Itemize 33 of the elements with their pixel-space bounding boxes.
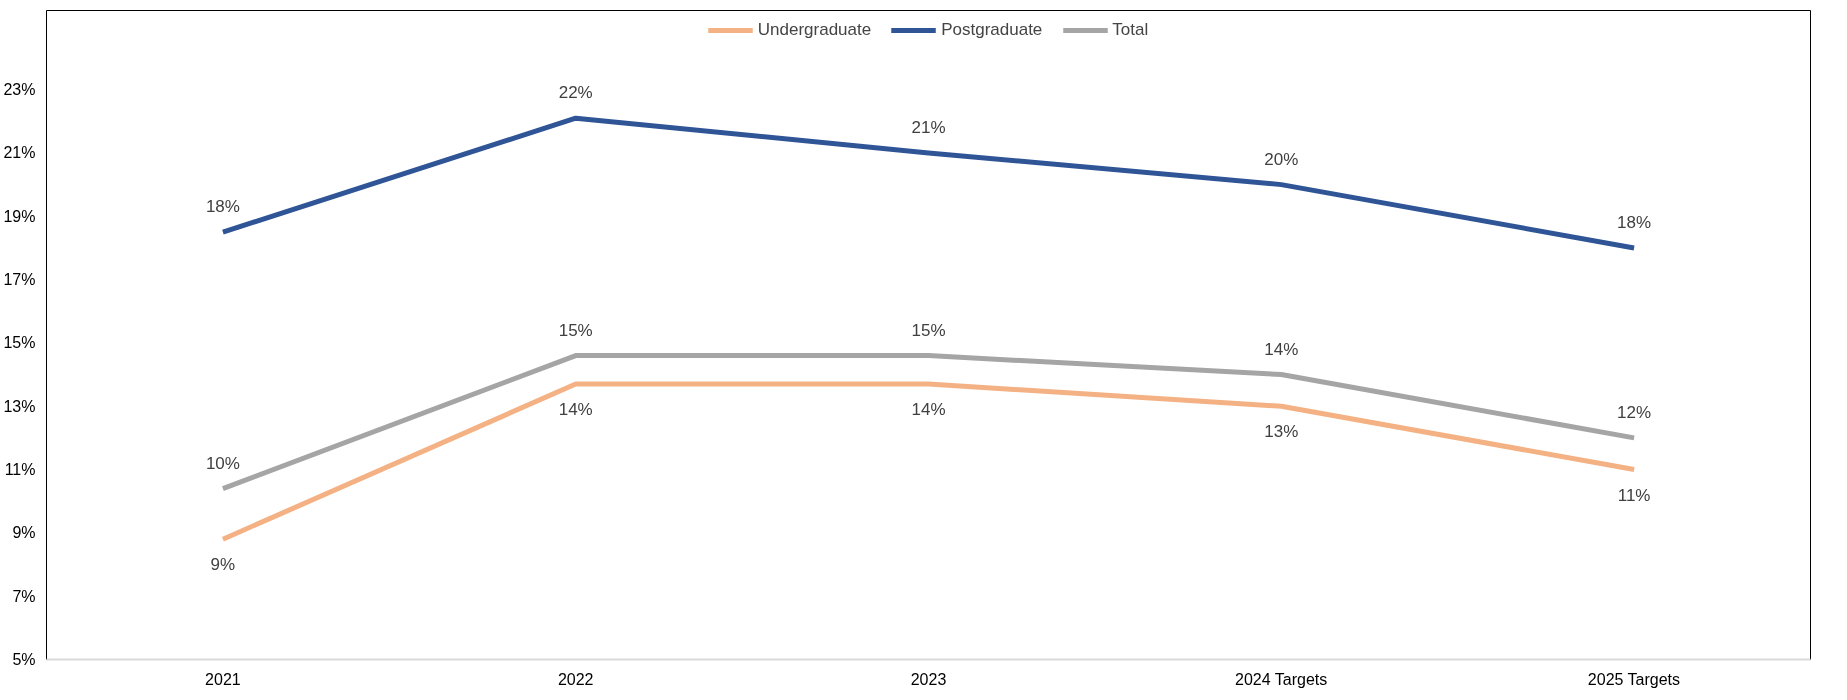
y-tick-label: 15% [3, 334, 36, 352]
y-tick-label: 21% [3, 144, 36, 162]
x-tick-label: 2025 Targets [1587, 670, 1681, 688]
data-label: 15% [558, 320, 593, 340]
data-label: 22% [558, 83, 593, 103]
y-tick-label: 13% [3, 397, 36, 415]
y-tick-label: 19% [3, 207, 36, 225]
x-tick-label: 2022 [557, 670, 594, 688]
data-label: 14% [1264, 339, 1299, 359]
x-tick-label: 2021 [205, 670, 241, 688]
data-label: 11% [1617, 485, 1651, 505]
data-label: 18% [205, 197, 240, 217]
data-label: 9% [210, 555, 236, 575]
y-tick-label: 17% [3, 271, 36, 289]
data-label: 13% [1264, 422, 1299, 442]
legend-label: Postgraduate [941, 20, 1043, 40]
y-tick-label: 7% [12, 587, 36, 605]
y-tick-label: 5% [12, 651, 36, 668]
data-label: 14% [558, 400, 593, 420]
y-tick-label: 23% [3, 81, 36, 99]
x-tick-label: 2023 [910, 670, 947, 688]
data-label: 20% [1264, 149, 1299, 169]
data-label: 10% [205, 453, 240, 473]
data-label: 14% [911, 400, 946, 420]
y-tick-label: 9% [12, 524, 36, 542]
data-label: 21% [911, 117, 946, 137]
legend-label: Total [1112, 20, 1149, 40]
data-label: 18% [1617, 212, 1652, 232]
data-label: 12% [1617, 402, 1652, 422]
data-label: 15% [911, 320, 946, 340]
y-tick-label: 11% [4, 461, 36, 479]
x-tick-label: 2024 Targets [1235, 670, 1328, 688]
legend-label: Undergraduate [757, 20, 872, 40]
